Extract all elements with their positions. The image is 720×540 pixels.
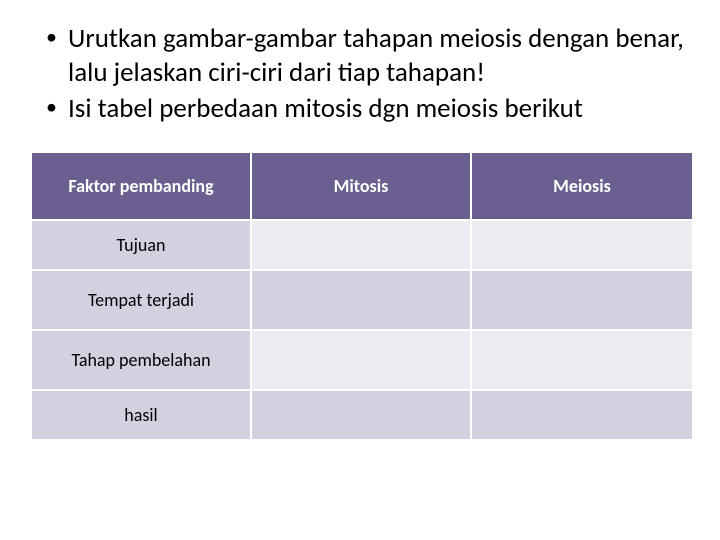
table-cell [472, 271, 692, 329]
table-cell [252, 221, 472, 269]
table-row: Tahap pembelahan [32, 331, 692, 391]
table-header-cell: Faktor pembanding [32, 153, 252, 219]
bullet-item: Urutkan gambar-gambar tahapan meiosis de… [46, 22, 692, 90]
comparison-table: Faktor pembanding Mitosis Meiosis Tujuan… [32, 153, 692, 441]
table-cell [472, 331, 692, 389]
table-header-row: Faktor pembanding Mitosis Meiosis [32, 153, 692, 221]
table-row: Tujuan [32, 221, 692, 271]
bullet-item: Isi tabel perbedaan mitosis dgn meiosis … [46, 92, 692, 126]
table-row-label: Tahap pembelahan [32, 331, 252, 389]
bullet-list: Urutkan gambar-gambar tahapan meiosis de… [28, 22, 692, 125]
table-header-cell: Mitosis [252, 153, 472, 219]
table-row: Tempat terjadi [32, 271, 692, 331]
table-row-label: Tempat terjadi [32, 271, 252, 329]
table-row: hasil [32, 391, 692, 441]
table-cell [252, 331, 472, 389]
table-row-label: hasil [32, 391, 252, 439]
table-cell [252, 391, 472, 439]
table-cell [472, 221, 692, 269]
table-cell [472, 391, 692, 439]
table-header-cell: Meiosis [472, 153, 692, 219]
table-cell [252, 271, 472, 329]
table-row-label: Tujuan [32, 221, 252, 269]
